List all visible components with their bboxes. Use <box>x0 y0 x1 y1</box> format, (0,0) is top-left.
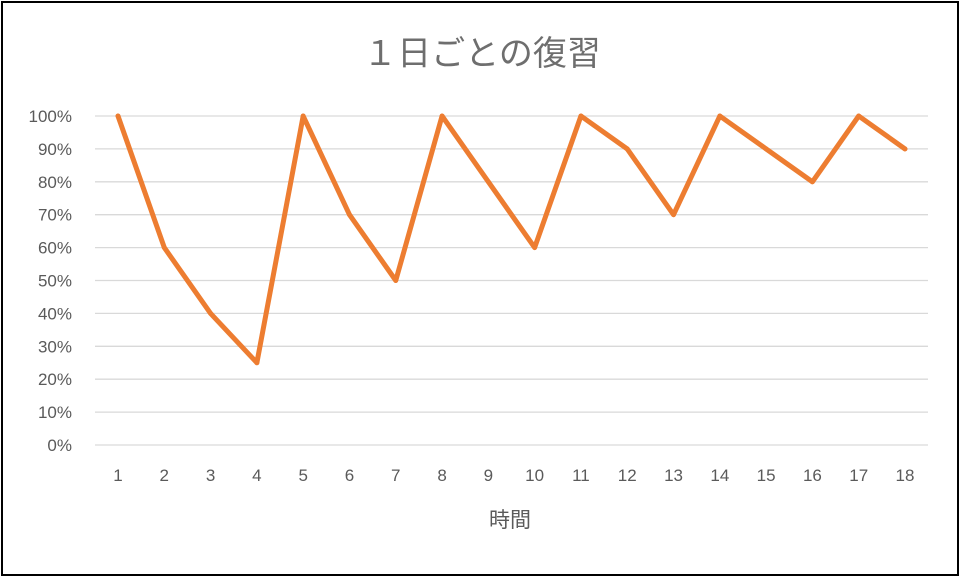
data-point <box>485 179 491 185</box>
x-tick-label: 13 <box>664 466 683 485</box>
y-tick-label: 20% <box>38 370 72 389</box>
x-tick-label: 3 <box>206 466 215 485</box>
series-line <box>115 113 908 366</box>
data-point <box>717 113 723 119</box>
x-tick-label: 12 <box>618 466 637 485</box>
x-tick-label: 18 <box>896 466 915 485</box>
data-point <box>532 245 538 251</box>
data-point <box>439 113 445 119</box>
data-point <box>856 113 862 119</box>
x-tick-label: 1 <box>113 466 122 485</box>
data-point <box>763 146 769 152</box>
x-tick-label: 2 <box>160 466 169 485</box>
data-point <box>902 146 908 152</box>
y-tick-label: 0% <box>47 436 72 455</box>
x-tick-label: 11 <box>572 466 590 485</box>
x-tick-label: 6 <box>345 466 354 485</box>
y-tick-label: 10% <box>38 403 72 422</box>
y-tick-label: 50% <box>38 272 72 291</box>
x-axis-label: 時間 <box>489 508 531 532</box>
x-tick-label: 7 <box>391 466 400 485</box>
y-tick-label: 60% <box>38 239 72 258</box>
x-tick-label: 17 <box>849 466 868 485</box>
y-tick-label: 90% <box>38 140 72 159</box>
x-tick-label: 8 <box>437 466 446 485</box>
y-tick-label: 30% <box>38 337 72 356</box>
data-point <box>115 113 121 119</box>
data-point <box>393 278 399 283</box>
x-tick-label: 16 <box>803 466 822 485</box>
data-point <box>161 245 167 251</box>
y-tick-label: 100% <box>29 107 72 126</box>
x-tick-label: 14 <box>710 466 729 485</box>
x-tick-label: 15 <box>757 466 776 485</box>
x-axis-ticks: 1 2 3 4 5 6 7 8 9 10 11 12 13 14 15 16 17 18 <box>113 466 914 485</box>
data-point <box>578 113 584 119</box>
data-point <box>671 212 676 218</box>
x-tick-label: 9 <box>484 466 493 485</box>
x-tick-label: 5 <box>298 466 307 485</box>
x-tick-label: 4 <box>252 466 261 485</box>
y-tick-label: 80% <box>38 173 72 192</box>
series-group <box>115 113 908 366</box>
data-point <box>300 113 306 119</box>
data-point <box>810 179 815 185</box>
data-point <box>208 311 213 316</box>
data-point <box>347 212 352 218</box>
y-axis-ticks: 0% 10% 20% 30% 40% 50% 60% 70% 80% 90% 100% <box>29 107 72 455</box>
y-tick-label: 40% <box>38 304 72 323</box>
x-tick-label: 10 <box>525 466 544 485</box>
chart-title: １日ごとの復習 <box>363 34 601 74</box>
data-point <box>624 146 630 152</box>
y-tick-label: 70% <box>38 206 72 225</box>
gridlines <box>95 115 928 446</box>
data-point <box>254 360 260 366</box>
